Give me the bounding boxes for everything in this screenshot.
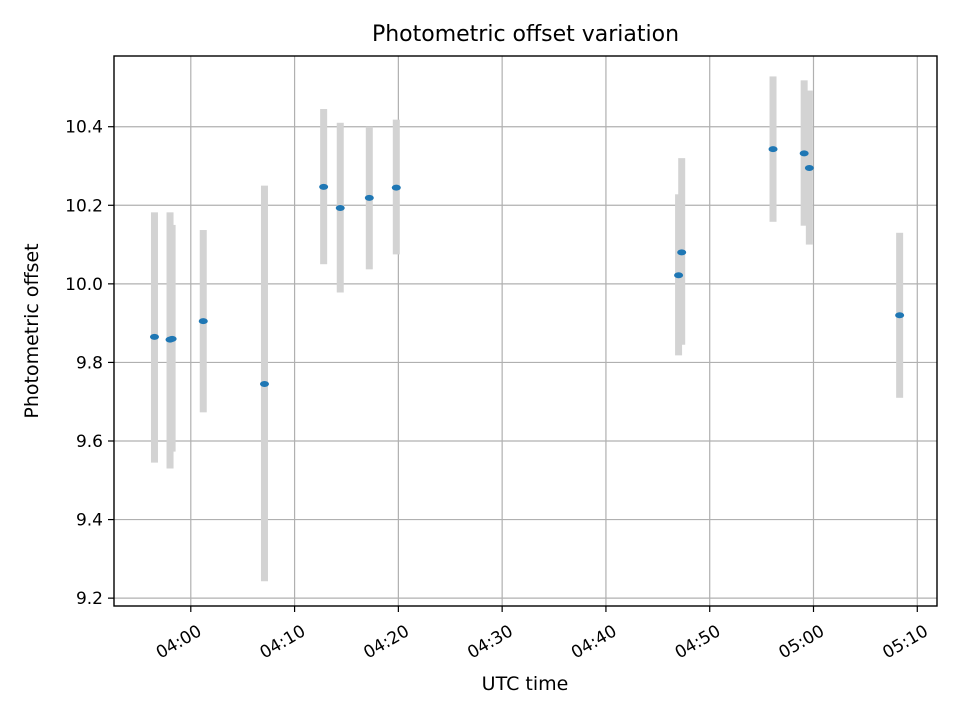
x-tick-label: 05:00 <box>776 621 828 663</box>
data-point <box>319 183 329 190</box>
y-axis-label: Photometric offset <box>21 243 43 419</box>
x-tick-label: 04:40 <box>568 621 620 663</box>
x-tick-label: 05:10 <box>879 621 931 663</box>
y-tick-label: 9.2 <box>76 589 103 609</box>
x-axis-label: UTC time <box>481 673 569 695</box>
data-point <box>799 150 809 157</box>
y-tick-label: 9.4 <box>76 511 103 531</box>
y-tick-label: 10.0 <box>65 275 103 295</box>
plot-frame <box>113 55 938 607</box>
data-point <box>804 164 814 171</box>
y-tick-label: 9.8 <box>76 353 103 373</box>
x-tick-label: 04:10 <box>257 621 309 663</box>
data-point <box>149 333 159 340</box>
data-point <box>674 272 684 279</box>
data-point <box>198 318 208 325</box>
data-point <box>335 205 345 212</box>
x-tick-label: 04:20 <box>360 621 412 663</box>
data-point <box>677 249 687 256</box>
x-tick-label: 04:00 <box>153 621 205 663</box>
data-point <box>259 381 269 388</box>
x-tick-label: 04:30 <box>464 621 516 663</box>
data-point <box>167 335 177 342</box>
data-point <box>768 146 778 153</box>
y-tick-label: 9.6 <box>76 432 103 452</box>
data-point <box>895 312 905 319</box>
y-tick-label: 10.4 <box>65 118 103 138</box>
data-point <box>364 194 374 201</box>
x-tick-label: 04:50 <box>672 621 724 663</box>
y-tick-label: 10.2 <box>65 196 103 216</box>
data-point <box>391 184 401 191</box>
chart-title: Photometric offset variation <box>371 22 680 47</box>
